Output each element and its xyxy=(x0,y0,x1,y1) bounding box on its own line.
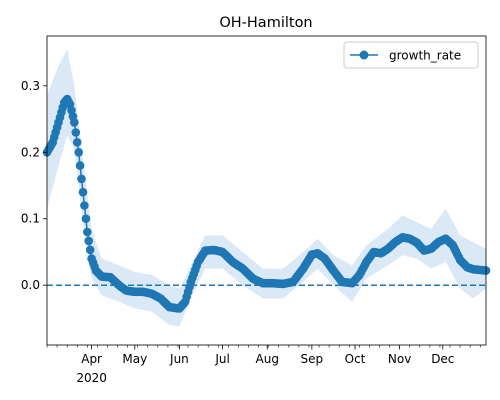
data-point xyxy=(78,187,88,197)
y-tick-label: 0.3 xyxy=(21,79,40,93)
plot-area: 0.0 0.1 0.2 0.3 Apr May Jun Jul Aug Sep Oct Nov Dec 2… xyxy=(21,35,491,385)
data-point xyxy=(71,128,81,137)
x-tick-label: Jul xyxy=(214,352,229,366)
x-tick-label: May xyxy=(122,352,147,366)
data-point xyxy=(84,236,93,246)
y-tick-label: 0.0 xyxy=(21,278,40,292)
x-tick-label: Sep xyxy=(301,352,324,366)
data-point xyxy=(72,138,82,147)
x-tick-label: Aug xyxy=(256,352,279,366)
data-point xyxy=(75,161,85,170)
x-tick-label: Dec xyxy=(431,352,454,366)
legend-marker-swatch xyxy=(359,50,369,60)
legend: growth_rate xyxy=(343,41,479,69)
x-tick-label: Oct xyxy=(345,352,366,366)
chart-title: OH-Hamilton xyxy=(219,15,312,31)
data-point xyxy=(85,245,95,255)
data-point xyxy=(80,201,89,210)
x-tick-label: Apr xyxy=(81,352,102,366)
y-tick-label: 0.1 xyxy=(21,212,40,226)
data-point xyxy=(81,214,91,223)
data-point xyxy=(74,148,83,157)
x-tick-label: Jun xyxy=(169,352,189,366)
legend-frame xyxy=(343,41,479,69)
y-tick-label: 0.2 xyxy=(21,145,40,159)
x-year-label: 2020 xyxy=(76,371,107,385)
data-point xyxy=(77,174,86,184)
confidence-band xyxy=(47,49,486,327)
x-tick-label: Nov xyxy=(388,352,411,366)
data-point xyxy=(70,118,79,127)
data-point xyxy=(83,227,92,237)
legend-entry-growth-rate: growth_rate xyxy=(389,49,461,63)
axes-frame xyxy=(46,35,487,346)
